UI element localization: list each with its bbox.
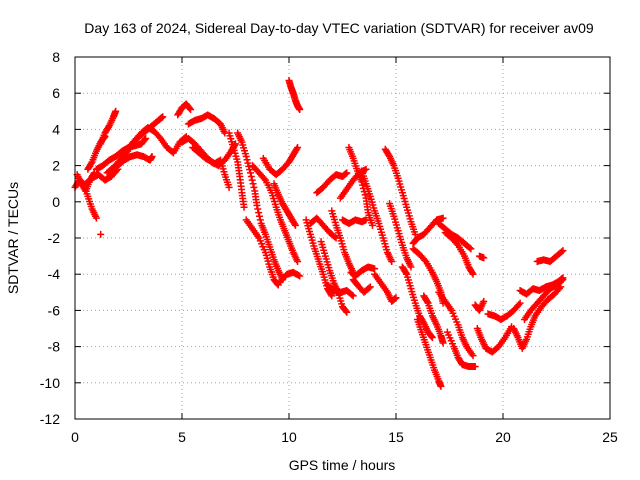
data-point (296, 105, 304, 113)
y-tick-label: 2 (52, 158, 60, 174)
data-point (240, 203, 248, 211)
data-point (254, 205, 262, 213)
data-point (480, 297, 488, 305)
data-point (243, 156, 251, 164)
data-point (343, 308, 351, 316)
chart-title: Day 163 of 2024, Sidereal Day-to-day VTE… (84, 20, 594, 36)
data-point (260, 175, 268, 183)
data-point (402, 269, 410, 277)
data-point (366, 283, 374, 291)
data-point (471, 363, 479, 371)
data-point (428, 334, 436, 342)
data-point (291, 220, 299, 228)
y-tick-label: -6 (48, 302, 61, 318)
y-tick-label: 8 (52, 49, 60, 65)
data-point (296, 272, 304, 280)
data-point (186, 104, 194, 112)
data-point (559, 276, 567, 284)
data-point (248, 176, 256, 184)
data-point (255, 209, 263, 217)
data-point (159, 113, 167, 121)
data-point (437, 382, 445, 390)
data-point (480, 254, 488, 262)
data-point (249, 180, 257, 188)
y-tick-label: 4 (52, 121, 60, 137)
data-point (256, 216, 264, 224)
data-point (559, 247, 567, 255)
data-point (246, 169, 254, 177)
data-point (255, 212, 263, 220)
y-tick-label: -4 (48, 266, 61, 282)
data-point (362, 165, 370, 173)
data-point (349, 292, 357, 300)
data-point (423, 298, 431, 306)
data-point (342, 307, 350, 315)
data-point (407, 263, 415, 271)
x-tick-label: 25 (602, 429, 618, 445)
data-point (468, 269, 476, 277)
y-tick-label: 0 (52, 194, 60, 210)
data-point (388, 258, 396, 266)
data-point (469, 352, 477, 360)
data-point (361, 191, 369, 199)
data-point (439, 214, 447, 222)
data-point (242, 153, 250, 161)
y-tick-label: -10 (40, 375, 60, 391)
data-point (359, 181, 367, 189)
data-point (467, 245, 475, 253)
axis-ticks: 0 5 10 15 20 25 -12 -10 -8 -6 -4 -2 0 2 4 6 8 (40, 49, 618, 445)
data-point (343, 169, 351, 177)
data-point (421, 256, 429, 264)
data-point (291, 221, 299, 229)
data-point (142, 134, 150, 142)
x-tick-label: 5 (178, 429, 186, 445)
y-axis-label: SDTVAR / TECUs (5, 182, 21, 294)
data-point (293, 145, 301, 153)
data-point (428, 332, 436, 340)
x-axis-label: GPS time / hours (289, 457, 396, 473)
y-tick-label: -8 (48, 339, 61, 355)
y-tick-label: 6 (52, 85, 60, 101)
data-point (97, 230, 105, 238)
data-point (331, 233, 339, 241)
data-point (558, 277, 566, 285)
x-tick-label: 0 (71, 429, 79, 445)
data-point (368, 221, 376, 229)
data-point (294, 144, 302, 151)
data-point (348, 291, 356, 299)
data-point (466, 244, 474, 252)
data-point (141, 136, 149, 144)
x-tick-label: 10 (281, 429, 297, 445)
x-tick-label: 15 (388, 429, 404, 445)
data-point (439, 339, 447, 347)
data-point (453, 240, 461, 248)
data-point (274, 281, 282, 289)
data-point (558, 248, 566, 256)
y-tick-label: -12 (40, 411, 60, 427)
data-point (250, 183, 258, 191)
data-point (187, 105, 195, 113)
y-tick-label: -2 (48, 230, 61, 246)
data-point (246, 166, 254, 174)
data-point (87, 159, 95, 167)
data-point (365, 284, 373, 292)
data-point (253, 201, 261, 209)
data-point (392, 294, 400, 302)
data-point (516, 299, 524, 307)
data-point (294, 258, 302, 266)
data-point (148, 153, 156, 161)
data-point (112, 107, 120, 115)
data-point (225, 183, 233, 191)
data-point (469, 270, 477, 278)
data-point (92, 214, 100, 222)
x-tick-label: 20 (495, 429, 511, 445)
data-point (328, 292, 336, 300)
data-points (71, 77, 567, 390)
data-point (247, 172, 255, 180)
data-point (244, 159, 252, 167)
data-point (515, 301, 523, 309)
data-point (327, 290, 335, 298)
